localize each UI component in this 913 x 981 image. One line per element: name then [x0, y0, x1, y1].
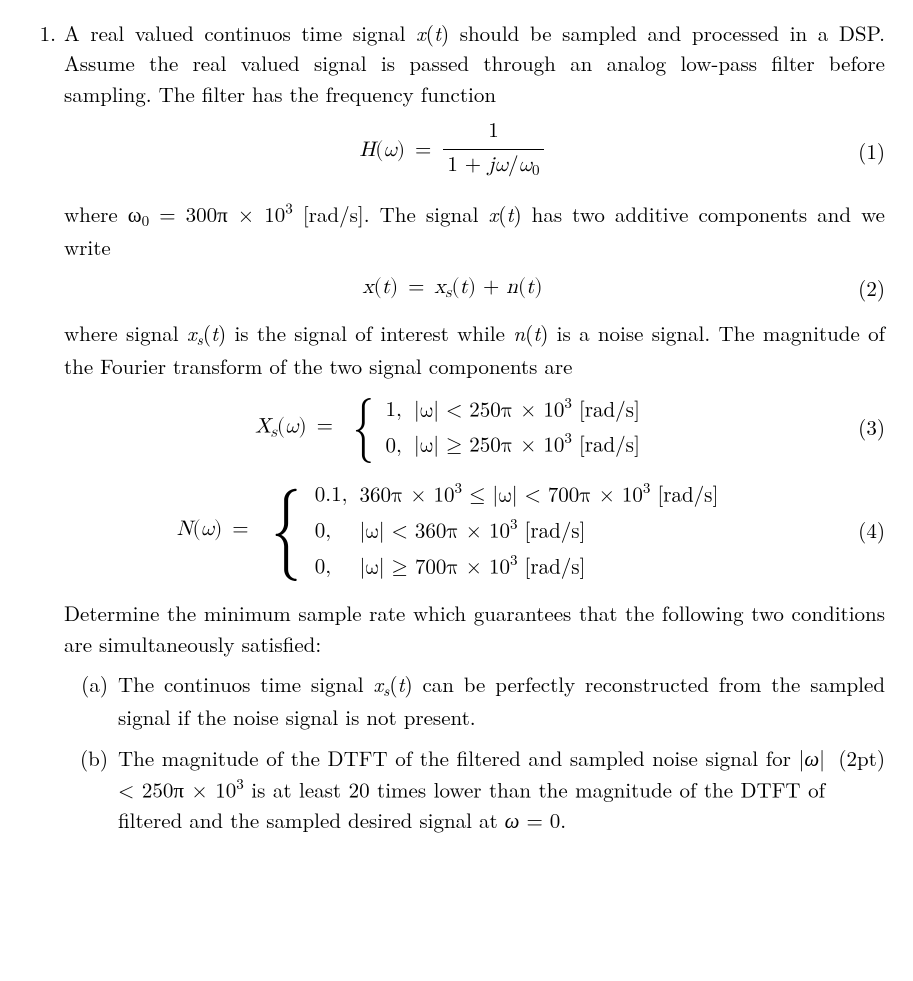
problem: 1. A real valued continuos time signal x… — [16, 18, 885, 835]
eq2-n-t: t — [526, 277, 534, 298]
eq4-r1-val: 0.1, — [313, 477, 358, 513]
eq1-den-jw: jω — [488, 155, 508, 176]
eq2-plus: + — [476, 277, 506, 298]
eq1-fn: H — [359, 140, 375, 161]
eq2-t: t — [382, 277, 390, 298]
p2b: = 300π × 10 — [149, 199, 285, 229]
equation-1: H(ω) = 1 1 + jω/ω0 (1) — [64, 119, 885, 184]
t: |ω| ≥ 700π × 10 — [359, 557, 510, 578]
equation-2: x(t) = xs(t) + n(t) (2) — [64, 273, 885, 304]
s: 3 — [510, 517, 518, 532]
paragraph-3: where signal xs(t) is the signal of inte… — [64, 318, 885, 382]
eq4-arg: ω — [201, 519, 214, 540]
p2a: where ω — [64, 199, 142, 229]
s: 3 — [564, 396, 572, 411]
t: |ω| < 250π × 10 — [414, 400, 565, 421]
equation-3: Xs(ω) = { 1, |ω| < 250π × 103 [rad/s] 0,… — [64, 392, 885, 464]
text: where ω0 = 300π × 103 [rad/s]. The signa… — [64, 199, 885, 262]
s: 3 — [510, 553, 518, 568]
equation-2-body: x(t) = xs(t) + n(t) — [64, 273, 841, 304]
text: where signal xs(t) is the signal of inte… — [64, 318, 885, 381]
t: |ω| ≥ 250π × 10 — [414, 436, 565, 457]
equation-4-number: (4) — [841, 515, 885, 545]
paragraph-4: Determine the minimum sample rate which … — [64, 598, 885, 659]
eq1-arg: ω — [383, 140, 396, 161]
brace-icon: { — [353, 400, 374, 455]
subitem-a-label: (a) — [64, 669, 118, 733]
subitem-b-text: The magnitude of the DTFT of the filtere… — [118, 743, 825, 836]
eq3-r1-val: 1, — [384, 392, 412, 428]
eq4-N: N — [177, 519, 193, 540]
eq1-den-slash: / — [508, 155, 519, 176]
equation-3-number: (3) — [841, 412, 885, 442]
eq3-arg: ω — [285, 416, 298, 437]
subitem-a: (a) The continuos time signal xs(t) can … — [64, 669, 885, 733]
u: [rad/s] — [572, 400, 640, 421]
equation-1-number: (1) — [841, 136, 885, 166]
equation-4: N(ω) = { 0.1, 360π × 103 ≤ |ω| < 700π × … — [64, 477, 885, 584]
brace-icon: { — [271, 494, 301, 568]
paragraph-1: A real valued continuos time signal x(t)… — [64, 18, 885, 109]
equation-3-body: Xs(ω) = { 1, |ω| < 250π × 103 [rad/s] 0,… — [64, 392, 841, 464]
equation-2-number: (2) — [841, 273, 885, 303]
eq3-sub: s — [271, 424, 277, 439]
t: 360π × 10 — [359, 485, 454, 506]
subitem-b-label: (b) — [64, 743, 118, 836]
eq1-fraction: 1 1 + jω/ω0 — [443, 117, 543, 182]
eq1-den: 1 + jω/ω0 — [443, 149, 543, 182]
eq3-r2-val: 0, — [384, 427, 412, 463]
problem-number: 1. — [16, 18, 64, 835]
t: |ω| < 360π × 10 — [359, 521, 510, 542]
eq3-r2-cond: |ω| ≥ 250π × 103 [rad/s] — [412, 427, 650, 463]
eq2-xs-t: t — [460, 277, 468, 298]
eq2-n: n — [506, 277, 518, 298]
problem-body: A real valued continuos time signal x(t)… — [64, 18, 885, 835]
eq4-r3-cond: |ω| ≥ 700π × 103 [rad/s] — [357, 549, 728, 585]
eq1-num: 1 — [443, 117, 543, 148]
u: [rad/s] — [650, 485, 718, 506]
subitem-b: (b) The magnitude of the DTFT of the fil… — [64, 743, 885, 836]
equation-1-body: H(ω) = 1 1 + jω/ω0 — [64, 119, 841, 184]
subitem-a-body: The continuos time signal xs(t) can be p… — [118, 669, 885, 733]
sub-list: (a) The continuos time signal xs(t) can … — [64, 669, 885, 835]
eq3-cases: { 1, |ω| < 250π × 103 [rad/s] 0, |ω| ≥ 2… — [347, 392, 650, 464]
eq1-den-sub: 0 — [532, 163, 540, 178]
u: [rad/s] — [518, 521, 586, 542]
eq4-r3-val: 0, — [313, 549, 358, 585]
s: 3 — [564, 431, 572, 446]
eq2-x: x — [363, 277, 374, 298]
eq4-r2-val: 0, — [313, 513, 358, 549]
equation-4-body: N(ω) = { 0.1, 360π × 103 ≤ |ω| < 700π × … — [64, 477, 841, 584]
eq1-den-w: ω — [519, 155, 532, 176]
u: [rad/s] — [518, 557, 586, 578]
eq3-r1-cond: |ω| < 250π × 103 [rad/s] — [412, 392, 650, 428]
u: [rad/s] — [572, 436, 640, 457]
eq2-xs: x — [434, 277, 445, 298]
s: 3 — [455, 481, 463, 496]
eq4-r1-cond: 360π × 103 ≤ |ω| < 700π × 103 [rad/s] — [357, 477, 728, 513]
subitem-b-points: (2pt) — [825, 743, 885, 836]
text: A real valued continuos time signal x(t)… — [64, 18, 885, 109]
p2b-sup: 3 — [285, 198, 293, 219]
eq1-den-pre: 1 + — [447, 155, 488, 176]
subitem-b-body: The magnitude of the DTFT of the filtere… — [118, 743, 885, 836]
eq4-r2-cond: |ω| < 360π × 103 [rad/s] — [357, 513, 728, 549]
eq2-xs-sub: s — [446, 285, 452, 300]
eq4-cases: { 0.1, 360π × 103 ≤ |ω| < 700π × 103 [ra… — [263, 477, 729, 584]
eq3-Xs: X — [255, 416, 271, 437]
m: ≤ |ω| < 700π × 10 — [462, 485, 643, 506]
paragraph-2: where ω0 = 300π × 103 [rad/s]. The signa… — [64, 198, 885, 263]
